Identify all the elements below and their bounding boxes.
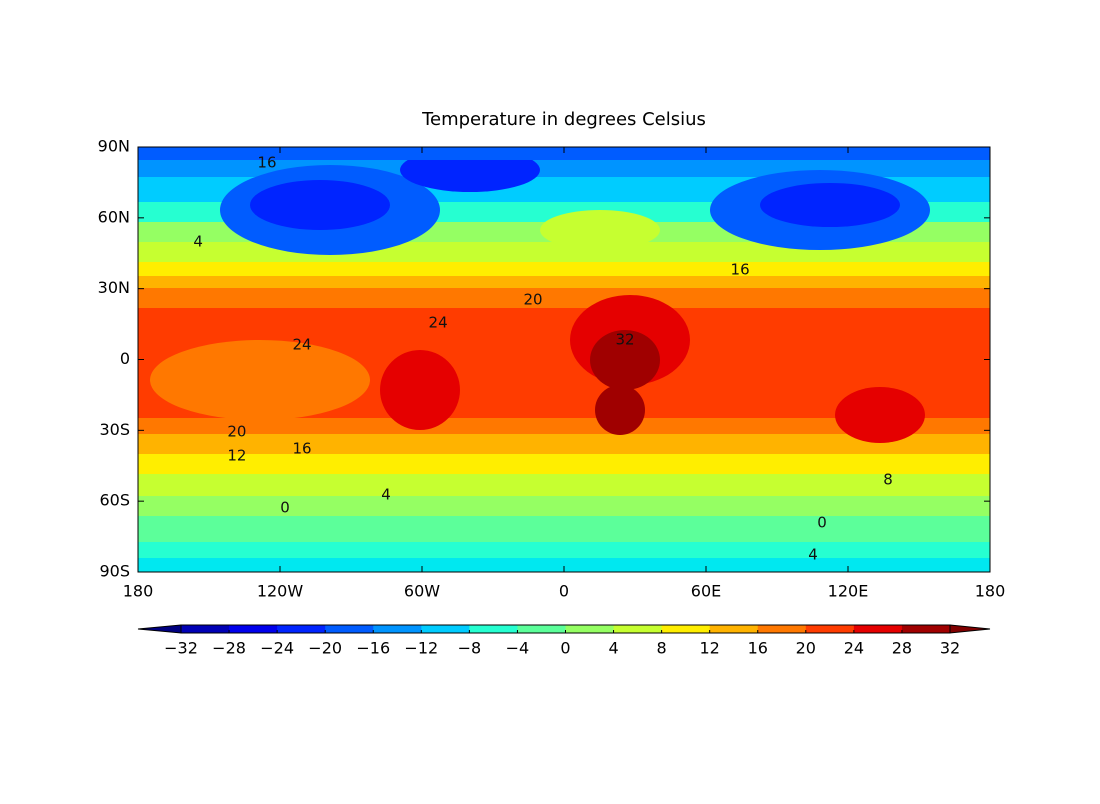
colorbar-swatch xyxy=(277,625,326,633)
contour-label: 16 xyxy=(257,154,276,172)
y-tick-label: 30S xyxy=(99,420,130,439)
y-tick-label: 90N xyxy=(98,137,130,156)
contour-label: 24 xyxy=(429,313,448,331)
x-tick-label: 120W xyxy=(257,582,304,601)
colorbar-tick-label: −16 xyxy=(356,639,390,658)
colorbar-tick-label: 0 xyxy=(560,639,570,658)
colorbar-swatch xyxy=(613,625,663,633)
contour-label: 20 xyxy=(523,291,542,309)
colorbar-swatch xyxy=(709,625,759,633)
x-tick-label: 60E xyxy=(691,582,721,601)
colorbar-tick-label: 24 xyxy=(844,639,864,658)
x-tick-label: 60W xyxy=(404,582,440,601)
colorbar-tick-label: 8 xyxy=(657,639,667,658)
colorbar-swatch xyxy=(565,625,615,633)
colorbar-swatch xyxy=(373,625,422,633)
x-tick-label: 180 xyxy=(975,582,1006,601)
colorbar-swatch xyxy=(325,625,374,633)
y-tick-label: 0 xyxy=(120,349,130,368)
colorbar-swatch xyxy=(469,625,518,633)
y-tick-label: 30N xyxy=(98,278,130,297)
contour-label: 16 xyxy=(731,261,750,279)
contour-label: 4 xyxy=(193,232,203,250)
colorbar-swatch xyxy=(757,625,807,633)
colorbar-over xyxy=(949,624,991,634)
colorbar-tick-label: −24 xyxy=(260,639,294,658)
x-tick-label: 120E xyxy=(828,582,869,601)
y-tick-label: 60N xyxy=(98,207,130,226)
contour-label: 0 xyxy=(817,513,827,531)
colorbar-tick-label: 20 xyxy=(796,639,816,658)
contour-label: 32 xyxy=(616,330,635,348)
colorbar-under xyxy=(137,624,182,634)
contour-label: 0 xyxy=(280,499,290,517)
y-tick-label: 60S xyxy=(99,491,130,510)
colorbar-swatch xyxy=(421,625,470,633)
colorbar-tick-label: 4 xyxy=(608,639,618,658)
contour-label: 24 xyxy=(292,336,311,354)
colorbar-tick-label: 28 xyxy=(892,639,912,658)
temperature-field xyxy=(138,147,990,572)
colorbar-swatch xyxy=(901,625,951,633)
colorbar-tick-label: −8 xyxy=(458,639,482,658)
x-tick-label: 180 xyxy=(123,582,154,601)
colorbar-tick-label: 32 xyxy=(940,639,960,658)
colorbar-swatch xyxy=(661,625,711,633)
contour-label: 8 xyxy=(883,470,893,488)
x-tick-label: 0 xyxy=(559,582,569,601)
colorbar-tick-label: −28 xyxy=(212,639,246,658)
colorbar-tick-label: −12 xyxy=(404,639,438,658)
colorbar-tick-label: 16 xyxy=(748,639,768,658)
contour-label: 12 xyxy=(227,447,246,465)
colorbar-tick-label: −32 xyxy=(164,639,198,658)
contour-label: 4 xyxy=(381,486,391,504)
chart-title: Temperature in degrees Celsius xyxy=(421,109,706,130)
colorbar-swatch xyxy=(181,625,230,633)
contour-label: 4 xyxy=(808,546,818,564)
colorbar-swatch xyxy=(805,625,855,633)
y-tick-label: 90S xyxy=(99,562,130,581)
colorbar-swatch xyxy=(517,625,566,633)
contour-label: 16 xyxy=(292,439,311,457)
colorbar-swatch xyxy=(853,625,903,633)
colorbar-tick-label: 12 xyxy=(700,639,720,658)
colorbar-tick-label: −20 xyxy=(308,639,342,658)
colorbar-tick-label: −4 xyxy=(506,639,530,658)
colorbar-swatch xyxy=(229,625,278,633)
contour-label: 20 xyxy=(227,422,246,440)
